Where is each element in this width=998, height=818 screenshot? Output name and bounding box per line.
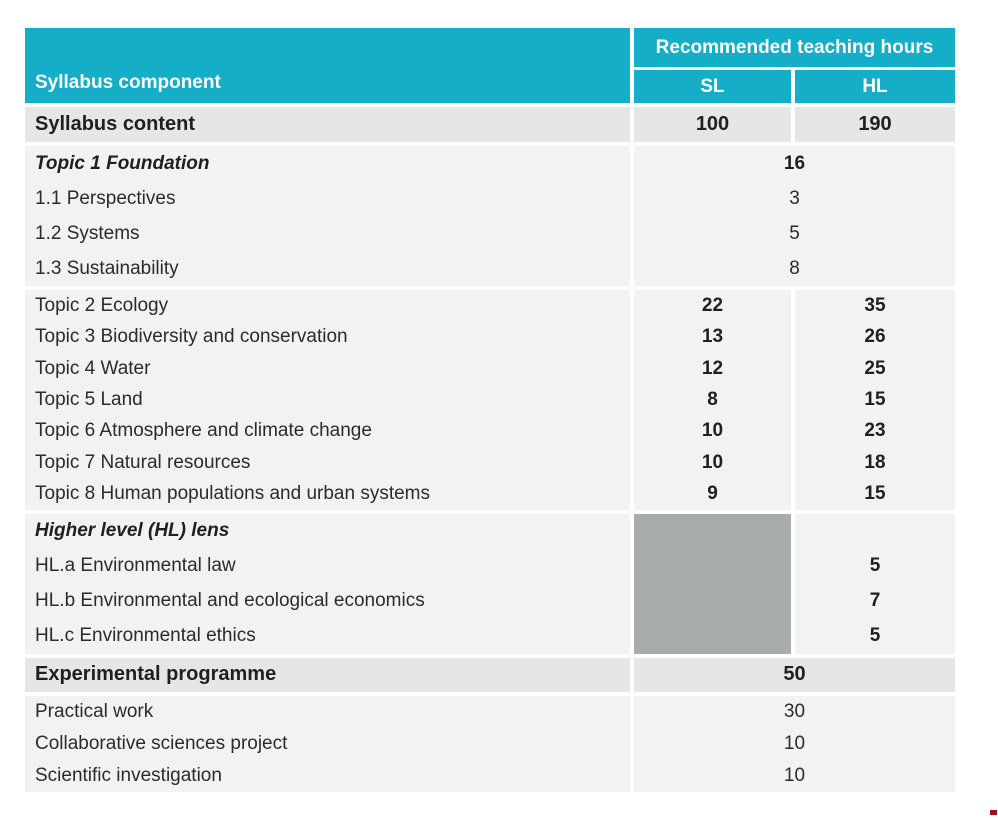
column-header-sl: SL [634, 70, 791, 103]
hours-value: 10 [783, 732, 806, 754]
sl-hours-value: 22 [701, 294, 724, 316]
hl-hours-value: 18 [864, 451, 886, 473]
syllabus-content-row: Syllabus content 100 190 [25, 107, 955, 142]
sl-hours-value: 12 [701, 357, 724, 379]
hours-value: 3 [789, 187, 800, 209]
hl-hours-value: 15 [864, 388, 886, 410]
hl-hours-value: 23 [864, 420, 886, 442]
row-label: Scientific investigation [35, 764, 222, 786]
teaching-hours-table: Syllabus component Recommended teaching … [25, 28, 955, 796]
hours-value: 5 [789, 222, 800, 244]
row-label: Syllabus content [25, 107, 630, 142]
row-label: Topic 6 Atmosphere and climate change [35, 420, 372, 442]
row-label: Topic 2 Ecology [35, 294, 169, 316]
hl-hours-value: 25 [864, 357, 886, 379]
sl-hours-value: 8 [707, 388, 718, 410]
row-label: Practical work [35, 700, 154, 722]
row-label: Collaborative sciences project [35, 732, 288, 754]
sl-hours-value: 9 [707, 483, 718, 505]
sl-hl-header-row: SL HL [634, 70, 955, 103]
column-header-recommended-teaching-hours: Recommended teaching hours [634, 28, 955, 67]
hl-hours-value [795, 514, 955, 549]
topics-hl-hours: 35 26 25 15 23 18 15 [795, 290, 955, 510]
row-label: Topic 7 Natural resources [35, 451, 251, 473]
row-label: Topic 1 Foundation [35, 152, 210, 174]
hl-hours-value: 15 [864, 483, 886, 505]
hl-hours-value: 5 [869, 555, 881, 577]
hours-value: 16 [783, 152, 806, 174]
experimental-labels: Practical work Collaborative sciences pr… [25, 695, 630, 792]
row-label: Topic 5 Land [35, 388, 143, 410]
experimental-detail-section: Practical work Collaborative sciences pr… [25, 695, 955, 792]
hl-lens-labels: Higher level (HL) lens HL.a Environmenta… [25, 513, 630, 654]
hl-hours-value: 7 [869, 590, 881, 612]
hours-value: 10 [783, 764, 806, 786]
row-label: Topic 4 Water [35, 357, 151, 379]
topic1-hours: 16 3 5 8 [634, 146, 955, 286]
row-label: Topic 3 Biodiversity and conservation [35, 326, 348, 348]
row-label: 1.2 Systems [35, 222, 140, 244]
sl-total-hours: 100 [634, 107, 791, 142]
row-label: HL.b Environmental and ecological econom… [35, 590, 425, 612]
row-label: Experimental programme [25, 657, 630, 692]
row-label: Higher level (HL) lens [35, 520, 230, 542]
topic1-section: Topic 1 Foundation 1.1 Perspectives 1.2 … [25, 146, 955, 286]
column-header-hl: HL [795, 70, 955, 103]
sl-hours-value: 13 [701, 326, 724, 348]
topic1-labels: Topic 1 Foundation 1.1 Perspectives 1.2 … [25, 146, 630, 286]
table-header: Syllabus component Recommended teaching … [25, 28, 955, 103]
row-label: 1.1 Perspectives [35, 187, 176, 209]
hours-value: 30 [783, 700, 806, 722]
hours-value: 8 [789, 257, 800, 279]
scan-artifact-mark [990, 810, 997, 815]
experimental-programme-row: Experimental programme 50 [25, 657, 955, 692]
topics-labels: Topic 2 Ecology Topic 3 Biodiversity and… [25, 290, 630, 510]
row-label: HL.a Environmental law [35, 555, 236, 577]
sl-hours-value: 10 [701, 420, 724, 442]
recommended-hours-header-group: Recommended teaching hours SL HL [634, 28, 955, 103]
sl-hours-value: 10 [701, 451, 724, 473]
hl-hours-value: 5 [869, 625, 881, 647]
row-label: Topic 8 Human populations and urban syst… [35, 483, 431, 505]
row-label: 1.3 Sustainability [35, 257, 179, 279]
hl-lens-hl-hours: 5 7 5 [795, 513, 955, 654]
hl-hours-value: 26 [864, 326, 886, 348]
hours-value: 50 [634, 657, 955, 692]
hl-lens-section: Higher level (HL) lens HL.a Environmenta… [25, 513, 955, 654]
hl-total-hours: 190 [795, 107, 955, 142]
column-header-syllabus-component: Syllabus component [25, 28, 630, 103]
row-label: HL.c Environmental ethics [35, 625, 256, 647]
topics-sl-hours: 22 13 12 8 10 10 9 [634, 290, 791, 510]
topics-2-8-section: Topic 2 Ecology Topic 3 Biodiversity and… [25, 290, 955, 510]
experimental-hours: 30 10 10 [634, 695, 955, 792]
hl-hours-value: 35 [864, 294, 886, 316]
sl-not-applicable-block [634, 513, 791, 654]
